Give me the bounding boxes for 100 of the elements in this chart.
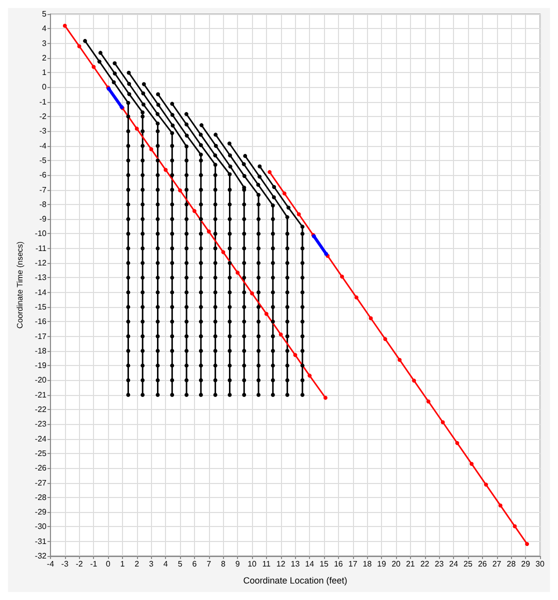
point: [270, 217, 275, 222]
point: [213, 202, 218, 206]
x-tick-label: 15: [320, 560, 330, 568]
x-tick-label: -1: [90, 560, 98, 568]
point: [300, 320, 304, 324]
y-tick-label: -13: [34, 273, 48, 282]
point: [256, 261, 261, 266]
point: [250, 291, 254, 296]
point: [412, 378, 416, 383]
point: [126, 158, 130, 162]
point: [256, 392, 261, 397]
point: [213, 217, 218, 222]
point: [140, 173, 145, 178]
point: [198, 232, 203, 236]
point: [184, 304, 189, 309]
point: [126, 261, 130, 266]
y-tick-label: -2: [39, 112, 47, 122]
point: [156, 246, 160, 250]
x-tick-label: 21: [406, 560, 416, 568]
point: [270, 232, 275, 236]
point: [213, 173, 218, 178]
point: [126, 276, 130, 280]
point: [184, 290, 189, 294]
point: [242, 378, 246, 382]
y-tick-label: -22: [34, 405, 48, 414]
point: [198, 158, 203, 162]
point: [198, 202, 203, 206]
point: [198, 378, 203, 382]
y-tick-label: -6: [39, 170, 47, 180]
point: [242, 217, 246, 222]
point: [170, 320, 174, 324]
x-tick-label: 16: [334, 560, 344, 568]
x-tick-label: 9: [235, 560, 240, 568]
point: [140, 114, 145, 119]
point: [170, 261, 174, 266]
x-tick-label: 11: [262, 560, 272, 568]
point: [398, 358, 402, 362]
point: [170, 232, 174, 236]
x-tick-label: 8: [221, 560, 226, 568]
point: [126, 378, 130, 382]
point: [184, 217, 189, 222]
point: [140, 232, 145, 236]
point: [140, 378, 145, 382]
point: [126, 217, 130, 222]
point: [228, 378, 232, 382]
point: [149, 147, 154, 152]
point: [184, 276, 189, 280]
point: [300, 261, 304, 266]
y-tick-label: -5: [39, 156, 47, 165]
point: [127, 92, 132, 96]
point: [323, 396, 328, 400]
point: [164, 168, 168, 172]
x-tick-label: 3: [149, 560, 154, 568]
point: [228, 246, 232, 250]
point: [198, 152, 203, 157]
point: [126, 114, 130, 119]
point: [140, 202, 145, 206]
point: [242, 290, 246, 294]
point: [228, 392, 232, 397]
point: [112, 61, 117, 66]
point: [126, 70, 131, 75]
point: [140, 348, 145, 353]
point: [300, 364, 304, 368]
point: [170, 102, 174, 106]
point: [170, 290, 174, 294]
point: [126, 348, 130, 353]
point: [228, 364, 232, 368]
point: [156, 202, 160, 206]
point: [228, 290, 232, 294]
point: [77, 44, 82, 48]
point: [285, 246, 290, 250]
point: [242, 334, 246, 338]
y-tick-label: 2: [42, 53, 48, 62]
point: [278, 332, 283, 337]
x-tick-label: 26: [478, 560, 488, 568]
y-tick-label: -17: [34, 332, 48, 341]
point: [200, 123, 204, 128]
point: [228, 334, 232, 338]
point: [242, 304, 246, 309]
point: [258, 174, 262, 179]
point: [156, 276, 160, 280]
point: [184, 378, 189, 382]
point: [112, 80, 116, 84]
point: [140, 392, 145, 397]
point: [256, 182, 260, 187]
point: [126, 246, 130, 250]
point: [198, 132, 203, 137]
point: [228, 320, 232, 324]
point: [184, 134, 189, 138]
point: [228, 304, 232, 309]
point: [286, 206, 290, 210]
point: [156, 261, 160, 266]
y-tick-label: -10: [34, 229, 48, 238]
point: [126, 202, 130, 206]
x-tick-label: 29: [521, 560, 531, 568]
point: [198, 334, 203, 338]
point: [285, 320, 290, 324]
point: [285, 348, 290, 353]
point: [156, 304, 160, 309]
point: [296, 212, 301, 216]
